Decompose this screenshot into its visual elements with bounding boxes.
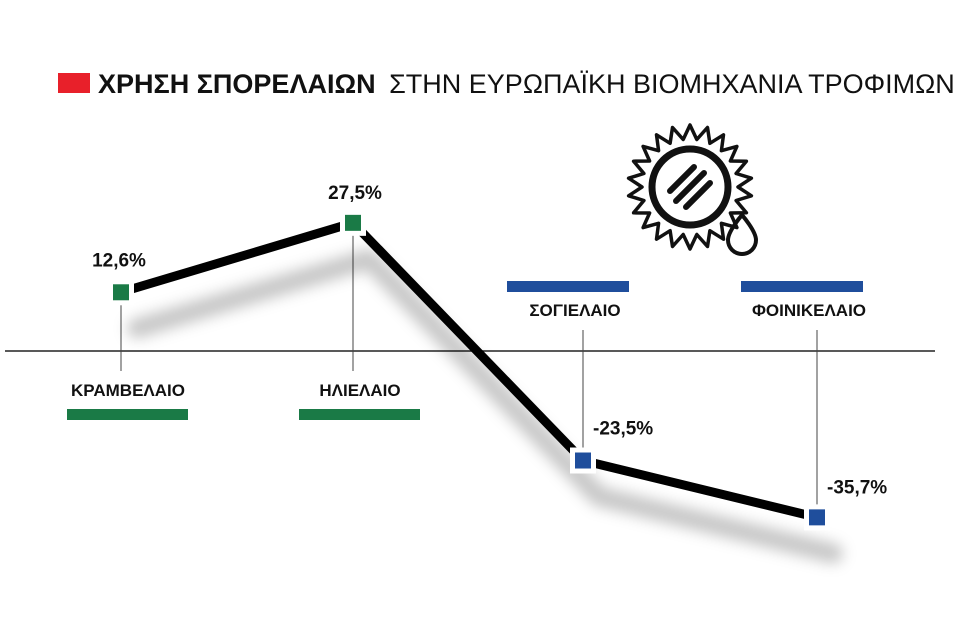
title-bold: ΧΡΗΣΗ ΣΠΟΡΕΛΑΙΩΝ [98,69,376,99]
data-point [809,509,825,526]
data-label: -35,7% [827,477,887,498]
title-rest: ΣΤΗΝ ΕΥΡΩΠΑΪΚΗ ΒΙΟΜΗΧΑΝΙΑ ΤΡΟΦΙΜΩΝ [389,69,955,99]
data-point [345,214,361,231]
category-label: ΗΛΙΕΛΑΙΟ [319,381,400,400]
series-layer: 12,6% 27,5% -23,5% -35,7% ΚΡΑΜΒΕΛΑΙΟ ΗΛΙΕΛΑΙΟ… [67,183,887,564]
category-bar [299,409,420,420]
category-bar [507,281,629,292]
data-label: 27,5% [328,183,382,204]
data-label: -23,5% [593,419,653,440]
chart-title: ΧΡΗΣΗ ΣΠΟΡΕΛΑΙΩΝ ΣΤΗΝ ΕΥΡΩΠΑΪΚΗ ΒΙΟΜΗΧΑΝ… [98,69,955,99]
category-bar [67,409,188,420]
category-label: ΚΡΑΜΒΕΛΑΙΟ [71,381,185,400]
data-point [113,284,129,301]
data-label: 12,6% [92,250,146,271]
title-marker [58,73,90,93]
sun-oil-drop-icon [626,123,759,256]
series-line [116,218,822,522]
category-bar [741,281,863,292]
category-label: ΣΟΓΙΕΛΑΙΟ [529,301,620,320]
series-shadow [127,248,843,564]
category-label: ΦΟΙΝΙΚΕΛΑΙΟ [752,301,866,320]
data-point [575,452,591,469]
